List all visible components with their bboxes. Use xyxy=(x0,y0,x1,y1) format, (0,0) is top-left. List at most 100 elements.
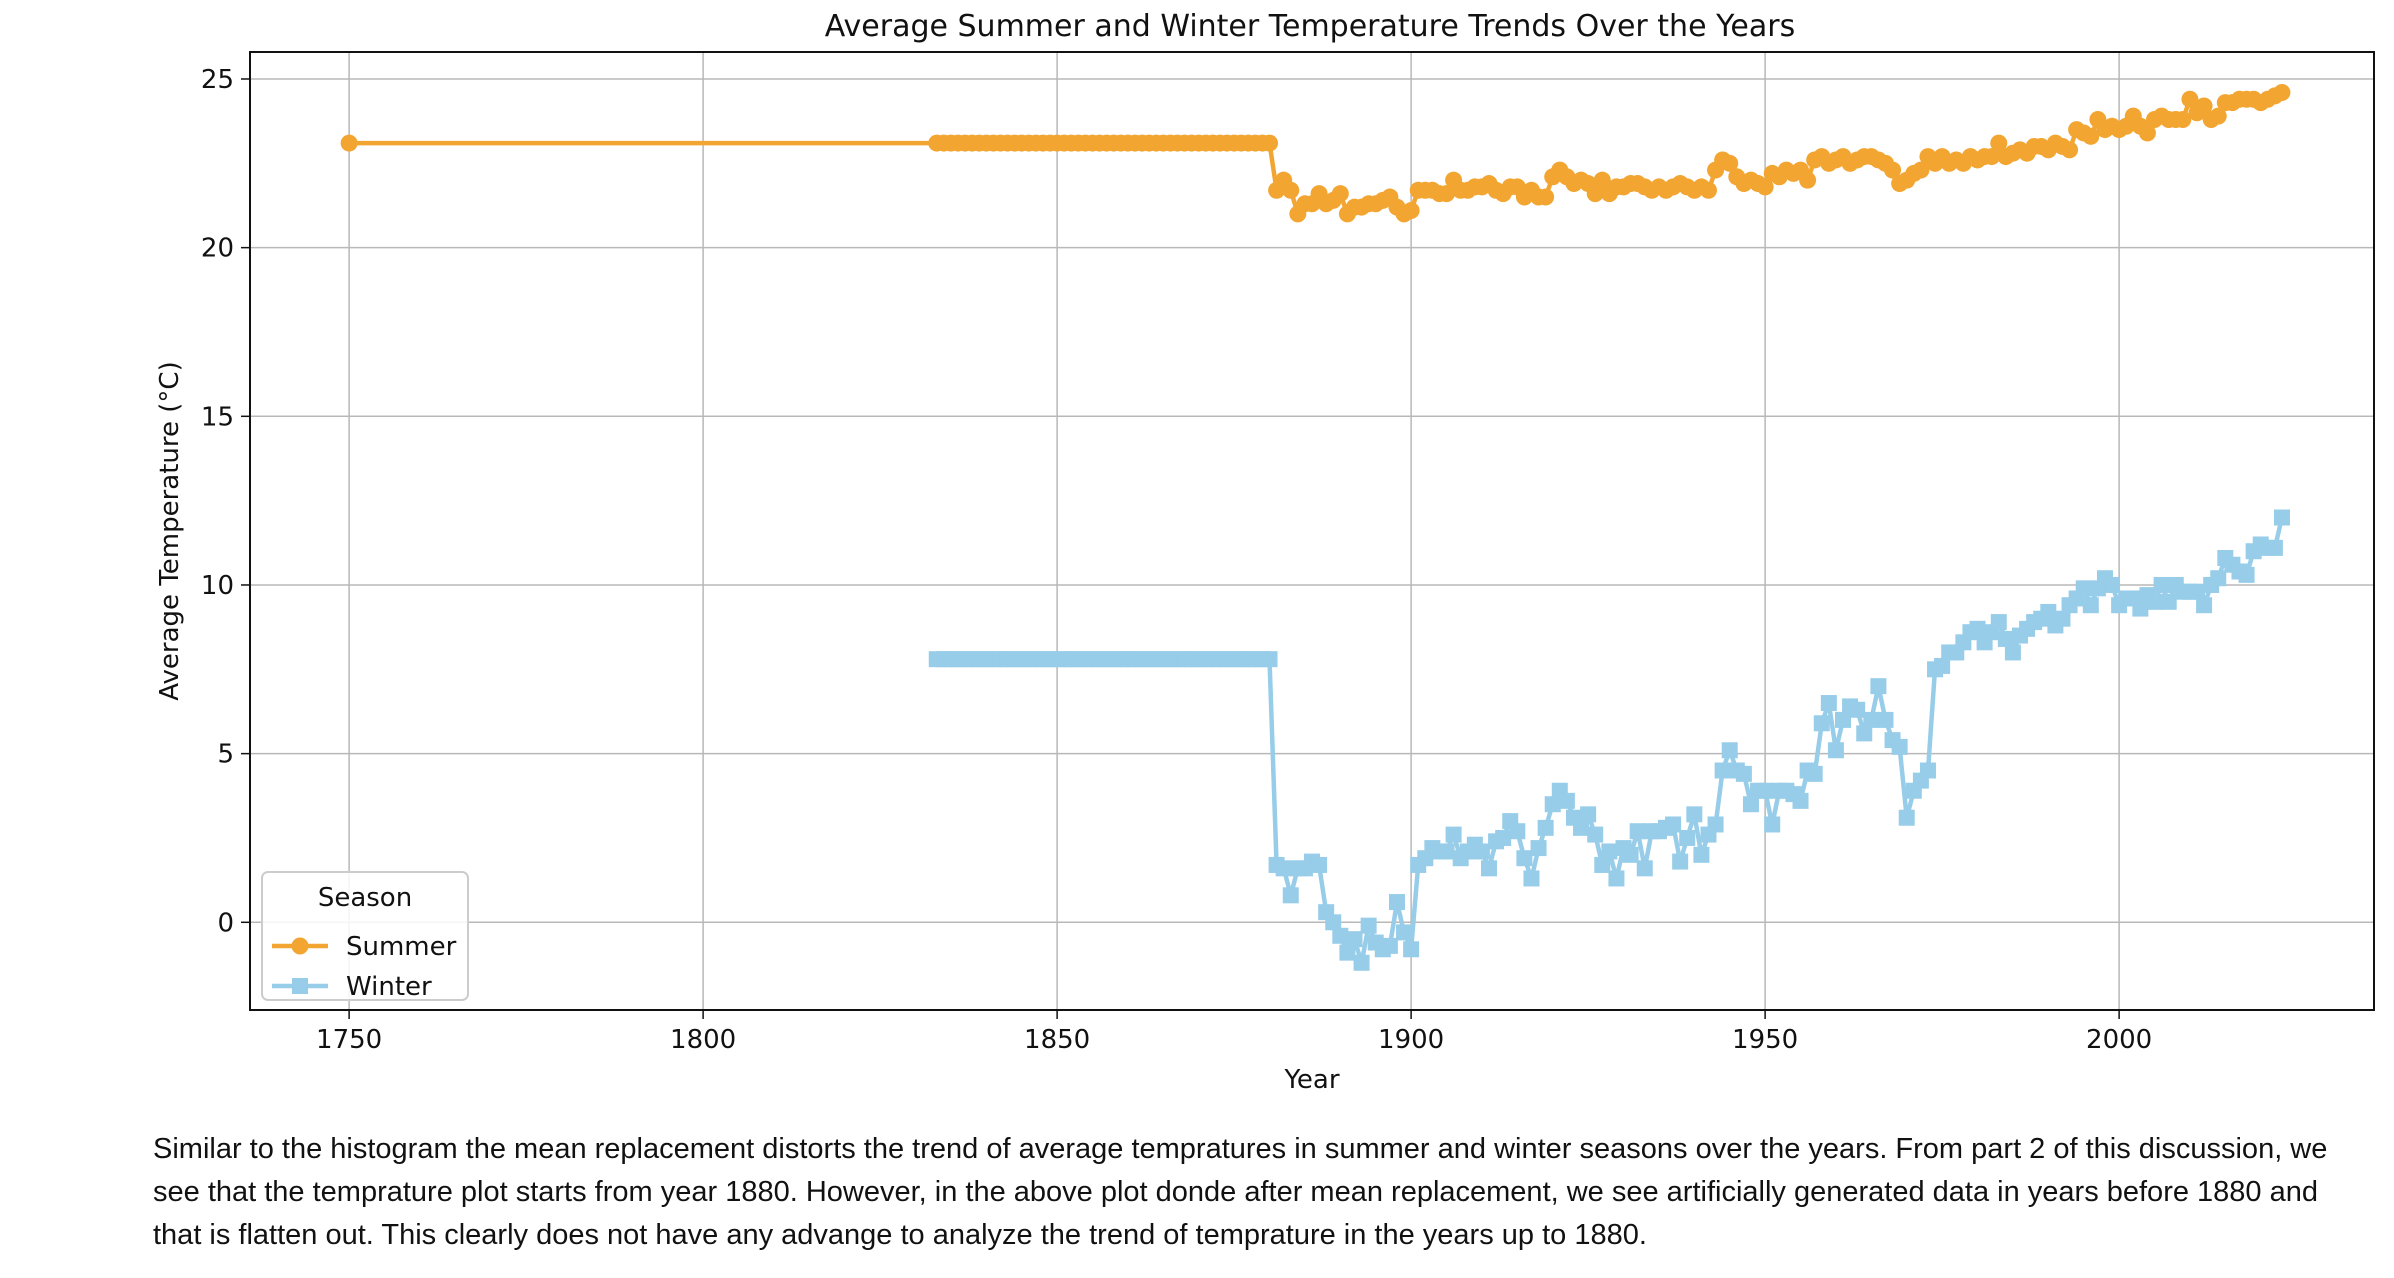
x-tick-label: 1900 xyxy=(1378,1025,1444,1055)
data-point xyxy=(1622,846,1639,863)
data-point xyxy=(1629,823,1646,840)
y-tick-label: 5 xyxy=(217,740,234,770)
data-point xyxy=(340,134,358,152)
data-point xyxy=(1275,860,1292,877)
y-tick-label: 25 xyxy=(201,65,234,95)
data-point xyxy=(1884,161,1902,179)
x-tick-label: 1850 xyxy=(1024,1025,1090,1055)
data-point xyxy=(2181,90,2199,108)
data-point xyxy=(1403,941,1420,958)
data-point xyxy=(1827,742,1844,759)
legend-label: Winter xyxy=(346,972,432,1002)
data-point xyxy=(1558,792,1575,809)
data-point xyxy=(1856,725,1873,742)
data-point xyxy=(2195,97,2213,115)
data-point xyxy=(1707,816,1724,833)
data-point xyxy=(2160,593,2177,610)
data-point xyxy=(1714,762,1731,779)
series-summer xyxy=(340,83,2291,223)
data-point xyxy=(1339,944,1356,961)
y-tick-label: 10 xyxy=(201,571,234,601)
data-point xyxy=(1757,782,1774,799)
data-point xyxy=(1587,826,1604,843)
data-point xyxy=(1898,809,1915,826)
axes: 1750 1800 1850 1900 1950 2000 0 5 10 15 20 25 xyxy=(201,65,2152,1055)
data-point xyxy=(1990,134,2008,152)
data-point xyxy=(1445,826,1462,843)
data-point xyxy=(1601,843,1618,860)
data-point xyxy=(1870,678,1887,695)
data-point xyxy=(1721,154,1739,172)
grid-lines xyxy=(250,52,2374,1010)
legend-marker xyxy=(292,978,308,994)
data-point xyxy=(1473,843,1490,860)
data-point xyxy=(1863,711,1880,728)
data-point xyxy=(1388,894,1405,911)
data-point xyxy=(2061,141,2079,159)
data-point xyxy=(2273,83,2291,101)
data-point xyxy=(1573,819,1590,836)
data-point xyxy=(1360,917,1377,934)
legend-item-summer: Summer xyxy=(272,932,457,962)
data-point xyxy=(1593,171,1611,189)
x-tick-label: 1750 xyxy=(316,1025,382,1055)
legend-title: Season xyxy=(318,883,412,913)
data-point xyxy=(1523,870,1540,887)
data-point xyxy=(2146,593,2163,610)
data-point xyxy=(1849,701,1866,718)
y-tick-label: 15 xyxy=(201,402,234,432)
data-point xyxy=(2266,539,2283,556)
data-point xyxy=(1516,850,1533,867)
data-point xyxy=(1331,185,1349,203)
legend-item-winter: Winter xyxy=(272,972,432,1002)
data-point xyxy=(1381,937,1398,954)
y-axis-label: Average Temperature (°C) xyxy=(155,361,185,700)
data-point xyxy=(1764,816,1781,833)
data-point xyxy=(1402,202,1420,220)
legend-box xyxy=(261,871,469,1001)
data-point xyxy=(2054,610,2071,627)
data-point xyxy=(1282,887,1299,904)
data-point xyxy=(1679,829,1696,846)
data-point xyxy=(1912,161,1930,179)
data-point xyxy=(1672,853,1689,870)
data-point xyxy=(1799,171,1817,189)
data-point xyxy=(2040,603,2057,620)
data-point xyxy=(1537,819,1554,836)
data-point xyxy=(1699,181,1717,199)
data-point xyxy=(1792,792,1809,809)
data-point xyxy=(2153,576,2170,593)
y-tick-label: 20 xyxy=(201,234,234,264)
data-point xyxy=(1580,806,1597,823)
data-point xyxy=(1820,695,1837,712)
x-axis-label: Year xyxy=(1283,1065,1339,1095)
y-tick-label: 0 xyxy=(217,908,234,938)
data-point xyxy=(1495,829,1512,846)
data-point xyxy=(2209,107,2227,125)
data-point xyxy=(1636,860,1653,877)
data-point xyxy=(1325,914,1342,931)
data-point xyxy=(1261,134,1279,152)
data-point xyxy=(2189,583,2205,600)
data-point xyxy=(2082,597,2099,614)
data-point xyxy=(1261,651,1278,668)
data-point xyxy=(1997,630,2014,647)
x-tick-label: 1800 xyxy=(670,1025,736,1055)
data-point xyxy=(1481,860,1497,877)
data-point xyxy=(1332,927,1349,944)
temperature-trend-chart: Average Summer and Winter Temperature Tr… xyxy=(155,9,2375,1095)
data-point xyxy=(2004,644,2021,661)
data-point xyxy=(2210,570,2227,587)
legend-label: Summer xyxy=(346,932,457,962)
data-point xyxy=(1990,614,2007,631)
x-tick-label: 1950 xyxy=(1732,1025,1798,1055)
data-point xyxy=(1530,840,1547,857)
data-point xyxy=(1721,742,1738,759)
data-point xyxy=(1877,711,1894,728)
data-point xyxy=(1544,796,1561,813)
data-point xyxy=(1608,870,1625,887)
data-point xyxy=(1693,846,1710,863)
data-point xyxy=(2174,110,2192,128)
legend: Season Summer Winter xyxy=(261,871,469,1002)
data-point xyxy=(1537,188,1555,206)
